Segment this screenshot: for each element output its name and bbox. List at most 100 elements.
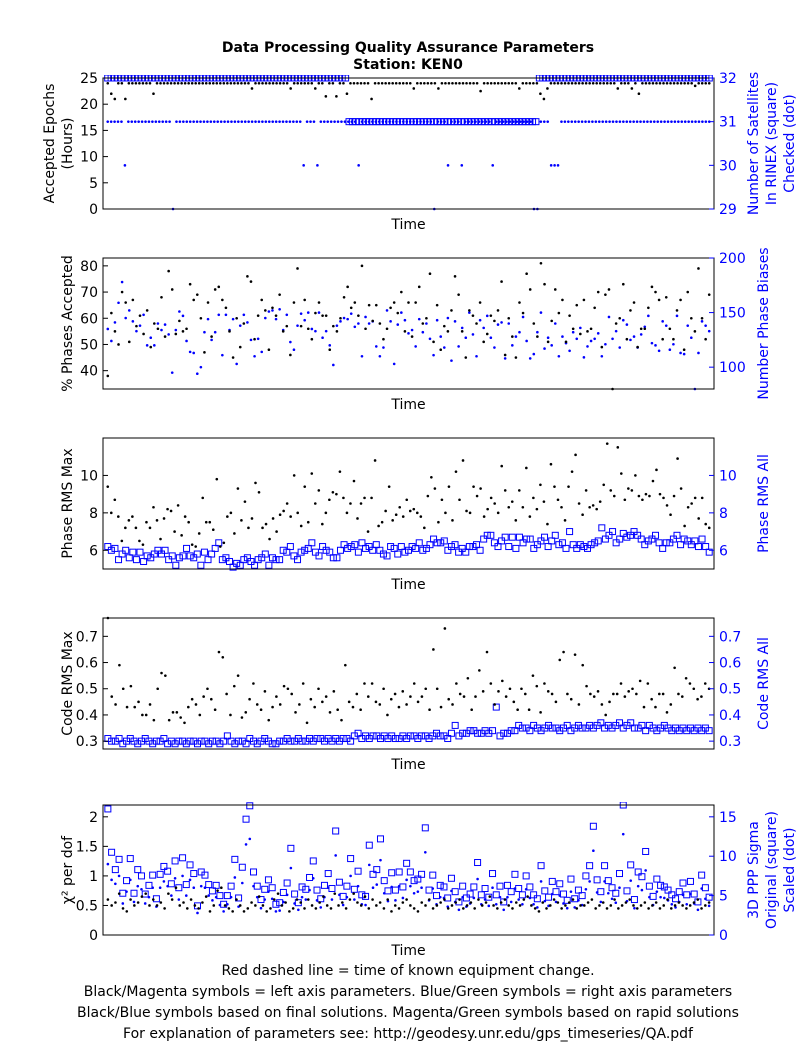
left-dot-point (620, 81, 623, 85)
right-dot-point (168, 120, 171, 123)
right-square-point (211, 544, 219, 552)
right-square-point (104, 543, 112, 551)
left-dot-point (192, 298, 196, 302)
right-square-point (154, 546, 162, 554)
left-dot-point (600, 345, 604, 349)
left-dot-point (242, 910, 246, 913)
right-square-point (609, 528, 617, 536)
left-dot-point (321, 81, 324, 85)
right-square-point (541, 887, 549, 895)
right-dot-point (442, 346, 446, 349)
right-square-point (447, 729, 455, 737)
panel-frame (102, 257, 715, 390)
right-square-point (118, 550, 126, 558)
left-dot-point (470, 708, 473, 711)
left-dot-point (637, 92, 641, 96)
left-dot-point (180, 534, 183, 537)
right-square-point (272, 556, 280, 564)
left-dot-point (409, 904, 412, 907)
left-dot-point (235, 316, 238, 320)
left-dot-point (643, 327, 647, 331)
right-dot-point (263, 898, 267, 901)
right-square-point (250, 868, 258, 876)
left-dot-point (433, 81, 437, 85)
left-dot-point (503, 489, 507, 492)
right-dot-point (305, 120, 309, 123)
right-square-point (298, 737, 306, 745)
right-square-point (205, 881, 213, 889)
left-dot-point (683, 524, 686, 528)
right-dot-point (341, 903, 345, 907)
right-dot-point (173, 876, 177, 880)
left-dot-point (496, 511, 500, 515)
left-dot-point (155, 519, 159, 522)
right-square-point (369, 546, 377, 554)
right-square-point (322, 546, 330, 554)
right-dot-point (343, 120, 347, 123)
left-dot-point (707, 901, 711, 904)
right-square-point (474, 729, 482, 737)
left-dot-point (400, 290, 403, 294)
right-dot-point (342, 316, 346, 320)
left-dot-point (208, 81, 212, 85)
right-square-point (668, 891, 676, 899)
right-square-point (515, 533, 523, 541)
left-dot-point (227, 907, 231, 910)
right-dot-point (304, 898, 308, 901)
right-dot-point (314, 329, 317, 333)
left-dot-point (586, 330, 589, 333)
left-dot-point (697, 81, 700, 85)
right-square-point (702, 543, 710, 551)
right-square-point (494, 543, 502, 551)
left-dot-point (482, 81, 486, 85)
left-dot-point (431, 907, 435, 910)
right-square-point (165, 556, 173, 564)
right-square-point (265, 561, 273, 569)
right-dot-point (130, 120, 134, 123)
left-dot-point (216, 889, 219, 892)
left-dot-point (693, 496, 697, 500)
left-dot-point (306, 520, 310, 524)
left-dot-point (344, 663, 347, 667)
left-dot-point (197, 907, 200, 910)
left-dot-point (496, 81, 500, 85)
right-square-point (589, 822, 597, 830)
left-dot-point (367, 907, 371, 910)
right-square-point (673, 531, 681, 539)
left-dot-point (680, 695, 684, 698)
right-dot-point (212, 120, 216, 123)
left-dot-point (472, 485, 475, 488)
right-dot-point (371, 886, 375, 890)
right-dot-point (471, 333, 475, 336)
right-square-point (227, 882, 235, 890)
left-dot-point (686, 81, 690, 85)
right-dot-point (274, 120, 278, 123)
figure-subtitle: Station: KEN0 (353, 57, 463, 73)
left-dot-point (414, 301, 417, 304)
right-dot-point (687, 120, 690, 123)
right-dot-point (353, 325, 357, 329)
left-dot-point (289, 353, 292, 357)
right-square-point (530, 544, 538, 552)
left-tick-label: 50 (80, 337, 98, 353)
left-dot-point (647, 907, 650, 910)
left-tick-label: 0.7 (76, 629, 98, 645)
right-dot-point (244, 843, 248, 846)
right-dot-point (477, 120, 481, 123)
right-square-point (686, 877, 694, 885)
right-dot-point (603, 880, 606, 883)
left-dot-point (526, 895, 529, 898)
right-square-point (333, 554, 341, 562)
left-dot-point (615, 692, 619, 696)
right-dot-point (394, 899, 397, 902)
right-square-point (208, 737, 216, 745)
left-dot-point (500, 81, 504, 85)
left-dot-point (338, 470, 342, 473)
right-dot-point (463, 120, 467, 123)
right-square-point (276, 737, 284, 745)
right-dot-point (237, 120, 240, 123)
right-square-point (276, 556, 284, 564)
left-dot-point (197, 81, 201, 85)
right-dot-point (231, 317, 235, 321)
left-dot-point (460, 330, 464, 333)
